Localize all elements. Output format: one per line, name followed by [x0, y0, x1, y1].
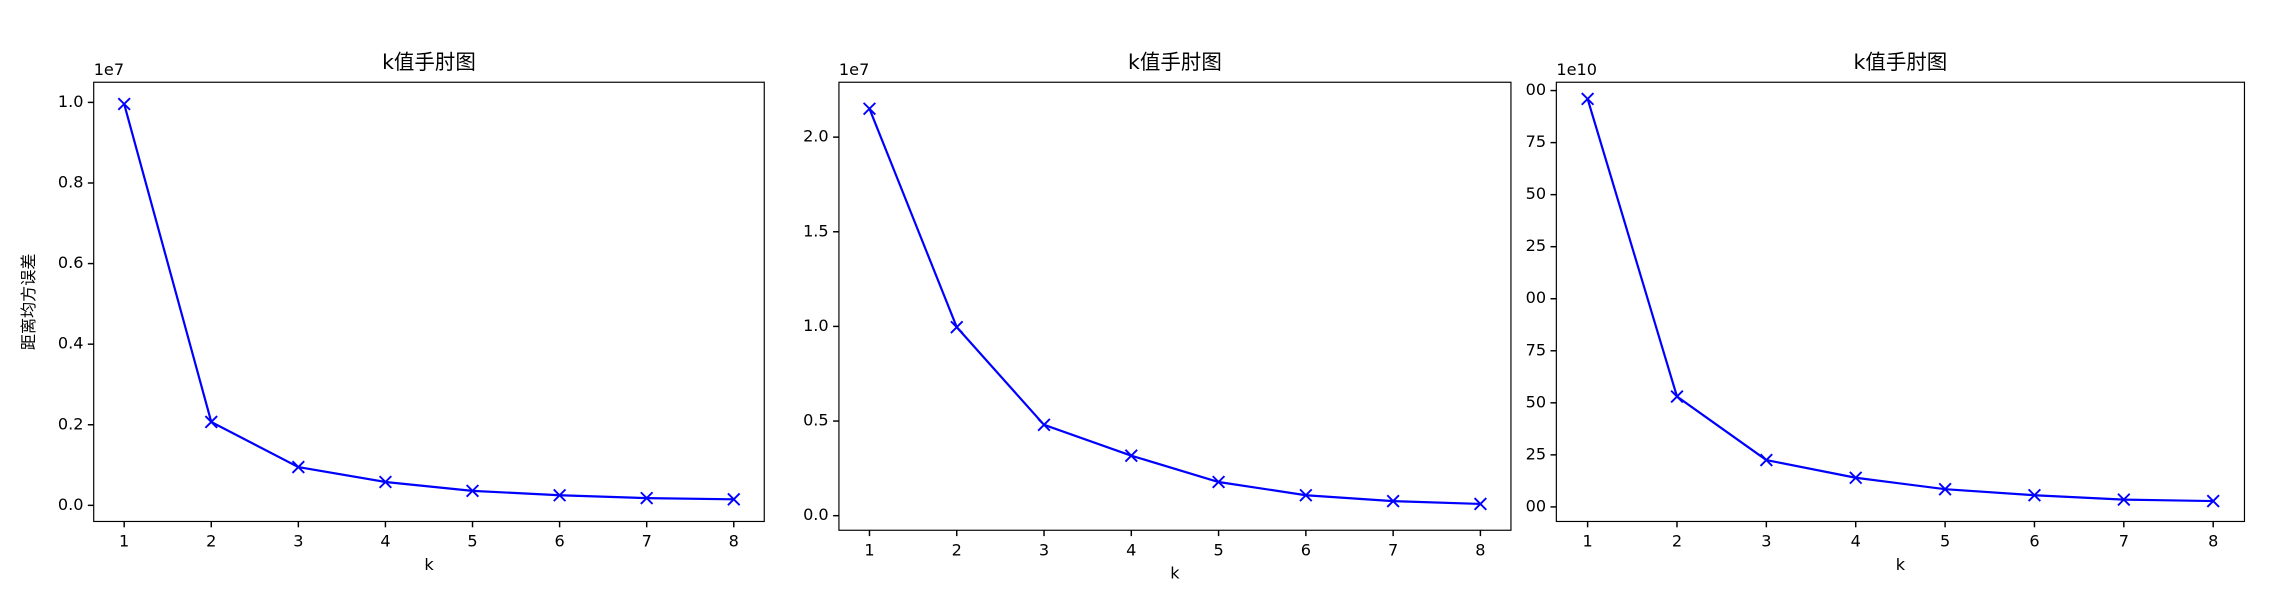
y-axis-label: 距离均方误差	[19, 254, 38, 351]
y-tick-label: 0.5	[803, 411, 829, 430]
chart-title: k值手肘图	[1128, 50, 1222, 74]
marker	[2117, 493, 2131, 507]
marker	[1581, 92, 1595, 106]
y-tick-label: 00	[1526, 496, 1546, 515]
data-line	[1586, 98, 2214, 503]
x-tick-label: 4	[1851, 531, 1861, 550]
y-tick-label: 75	[1526, 132, 1546, 151]
y-tick-label: 1.5	[803, 221, 829, 240]
x-tick-label: 3	[1761, 531, 1771, 550]
offset-label: 1e10	[1556, 60, 1597, 79]
marker	[1124, 449, 1138, 463]
x-tick-label: 8	[2208, 531, 2218, 550]
y-tick-label: 0.0	[58, 495, 84, 514]
x-tick-label: 8	[729, 531, 739, 550]
y-tick-label: 1.0	[803, 316, 829, 335]
x-tick-label: 1	[1582, 531, 1592, 550]
x-tick-label: 3	[293, 531, 303, 550]
offset-label: 1e7	[94, 60, 124, 79]
marker	[1299, 488, 1313, 502]
marker	[204, 415, 218, 429]
x-tick-label: 7	[2119, 531, 2129, 550]
marker	[1037, 418, 1051, 432]
y-tick-label: 25	[1526, 444, 1546, 463]
x-tick-label: 7	[642, 531, 652, 550]
marker	[1849, 471, 1863, 485]
y-tick-label: 2.0	[803, 127, 829, 146]
y-tick-label: 0.2	[58, 414, 84, 433]
x-tick-label: 8	[1475, 540, 1485, 559]
x-tick-label: 6	[2029, 531, 2039, 550]
marker	[2206, 494, 2220, 508]
y-tick-label: 0.0	[803, 505, 829, 524]
y-tick-label: 0.6	[58, 253, 84, 272]
x-axis-label: k	[1896, 555, 1906, 574]
marker	[640, 491, 654, 505]
x-tick-label: 3	[1039, 540, 1049, 559]
marker	[553, 488, 567, 502]
plot-frame	[1555, 81, 2246, 523]
x-tick-label: 5	[1213, 540, 1223, 559]
x-tick-label: 5	[1940, 531, 1950, 550]
y-tick-label: 0.8	[58, 172, 84, 191]
x-tick-label: 1	[119, 531, 129, 550]
data-line	[868, 108, 1481, 506]
y-tick-label: 1.0	[58, 92, 84, 111]
x-tick-label: 6	[554, 531, 564, 550]
x-tick-label: 5	[467, 531, 477, 550]
x-tick-label: 6	[1301, 540, 1311, 559]
marker	[117, 97, 131, 111]
offset-label: 1e7	[839, 60, 869, 79]
x-tick-label: 2	[206, 531, 216, 550]
marker	[1670, 390, 1684, 404]
marker	[727, 492, 741, 506]
marker	[1938, 482, 1952, 496]
y-tick-label: 75	[1526, 340, 1546, 359]
marker	[1473, 497, 1487, 511]
x-tick-label: 4	[380, 531, 390, 550]
chart-title: k值手肘图	[382, 50, 476, 74]
marker	[862, 102, 877, 116]
x-axis-label: k	[424, 555, 434, 574]
marker	[378, 475, 392, 489]
x-tick-label: 2	[1672, 531, 1682, 550]
marker	[1212, 475, 1226, 489]
y-tick-label: 00	[1526, 288, 1546, 307]
plot-frame	[93, 81, 765, 523]
y-tick-label: 0.4	[58, 334, 84, 353]
x-tick-label: 1	[864, 540, 874, 559]
marker	[1386, 494, 1400, 508]
chart-title: k值手肘图	[1853, 50, 1947, 74]
y-tick-label: 00	[1526, 80, 1546, 99]
y-tick-label: 50	[1526, 392, 1546, 411]
marker	[1759, 453, 1773, 467]
marker	[2027, 488, 2041, 502]
marker	[950, 320, 964, 334]
marker	[291, 460, 305, 474]
x-tick-label: 4	[1126, 540, 1136, 559]
plot-frame	[838, 81, 1512, 531]
y-tick-label: 25	[1526, 236, 1546, 255]
x-tick-label: 7	[1388, 540, 1398, 559]
x-axis-label: k	[1170, 564, 1180, 583]
x-tick-label: 2	[952, 540, 962, 559]
data-line	[123, 103, 734, 501]
y-tick-label: 50	[1526, 184, 1546, 203]
marker	[465, 484, 480, 498]
